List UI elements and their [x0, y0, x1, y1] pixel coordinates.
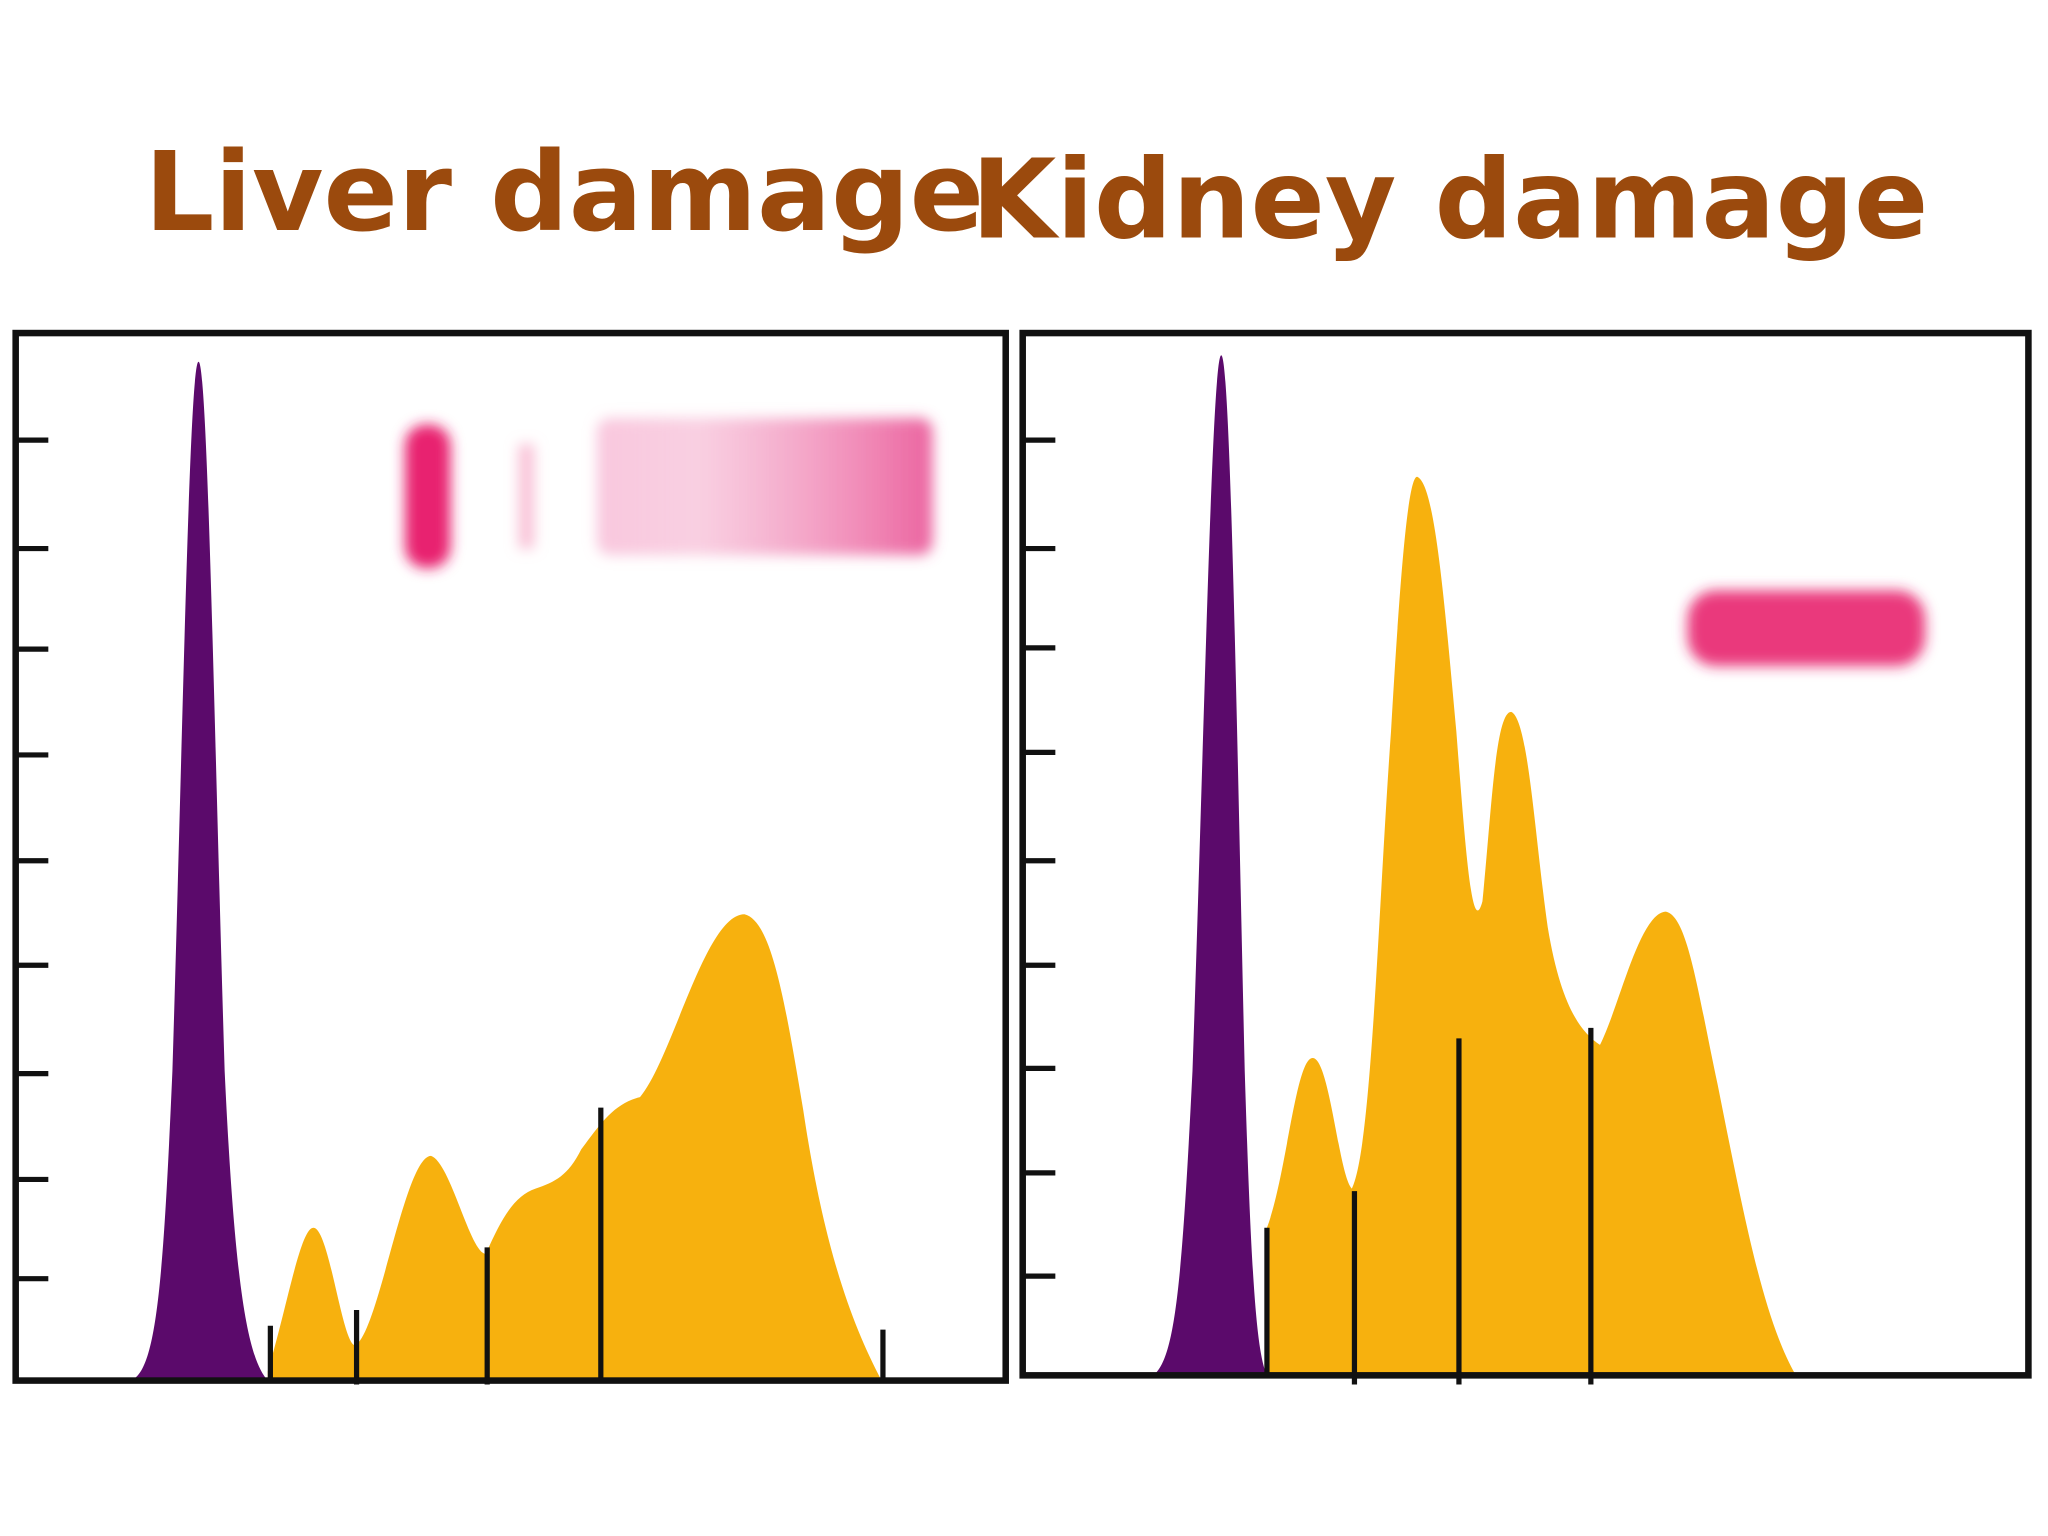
ticks — [15, 437, 49, 1282]
panel-title: Liver damage — [144, 128, 984, 256]
dividers — [267, 1107, 886, 1385]
ticks — [1022, 437, 1056, 1279]
yellow-curve — [1266, 476, 1796, 1376]
frame — [1019, 329, 2032, 1379]
purple-peak — [130, 361, 268, 1381]
dividers — [1264, 1027, 1594, 1385]
shape — [1687, 590, 1926, 667]
shape — [404, 424, 451, 569]
yellow-curve — [267, 914, 882, 1381]
shape — [518, 444, 535, 549]
shape — [596, 417, 933, 556]
panel-title: Kidney damage — [971, 136, 1928, 264]
frame — [12, 329, 1009, 1384]
kidney-panel — [1019, 329, 2032, 1385]
liver-panel — [12, 329, 1009, 1385]
purple-peak — [1153, 355, 1267, 1376]
gel-bands — [404, 417, 933, 569]
gel-bands — [1687, 590, 1926, 667]
